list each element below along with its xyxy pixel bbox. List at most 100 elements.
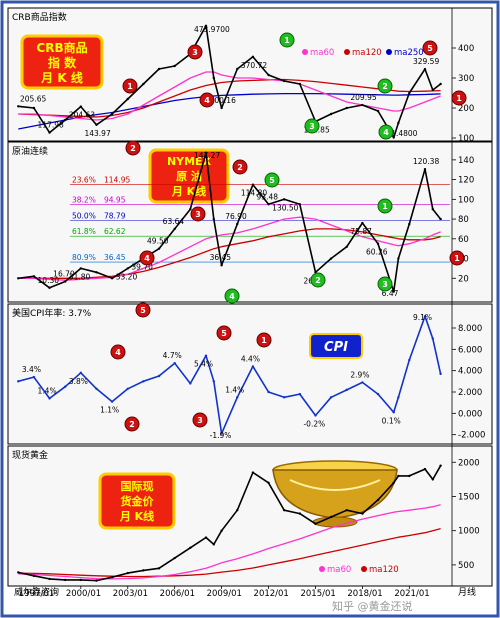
red-marker-label-10: 1 xyxy=(261,336,267,345)
data-point-0-25 xyxy=(392,136,395,139)
legend-label-ma250: ma250 xyxy=(394,48,424,58)
x-tick-label-8: 2021/01 xyxy=(394,589,429,599)
data-point-1-6 xyxy=(110,277,114,280)
green-marker-1 xyxy=(377,78,393,94)
red-marker-9 xyxy=(216,325,232,341)
data-point-1-29 xyxy=(431,208,434,211)
data-point-2-23 xyxy=(361,381,364,384)
y-tick-label-0-0: 100 xyxy=(458,134,474,144)
annotation-0-1: 204.63 xyxy=(69,111,95,120)
gold-badge-line3: 月 K线 xyxy=(119,509,154,523)
annotation-0-3: 143.97 xyxy=(84,129,110,138)
data-point-2-15 xyxy=(236,396,239,399)
fib-value-3: 62.62 xyxy=(104,227,126,236)
fib-value-2: 78.79 xyxy=(104,211,126,220)
x-tick-label-2: 2003/01 xyxy=(113,589,148,599)
annotation-2-10: 2.9% xyxy=(350,370,369,379)
green-marker-label-0: 1 xyxy=(284,36,290,45)
x-tick-label-5: 2012/01 xyxy=(254,589,289,599)
data-point-2-3 xyxy=(63,385,67,388)
legend-label-ma60: ma60 xyxy=(310,48,334,58)
green-marker-6 xyxy=(310,272,326,288)
red-marker-label-11: 2 xyxy=(129,420,135,429)
ma120-line-0 xyxy=(18,78,441,118)
annotation-2-12: 9.1% xyxy=(413,313,432,322)
red-marker-10 xyxy=(256,332,272,348)
y-tick-label-1-5: 120 xyxy=(458,176,474,186)
annotation-1-14: 16.70 xyxy=(53,270,75,279)
red-marker-2 xyxy=(187,44,203,60)
y-tick-label-3-3: 2000 xyxy=(458,458,480,468)
green-marker-label-2: 3 xyxy=(309,122,315,131)
data-point-0-18 xyxy=(282,79,286,83)
data-point-2-5 xyxy=(95,387,98,390)
data-point-1-30 xyxy=(439,217,442,221)
data-point-3-29 xyxy=(431,478,434,481)
annotation-1-13: 33.20 xyxy=(116,272,138,281)
data-point-1-21 xyxy=(329,257,333,260)
data-point-3-17 xyxy=(267,481,270,484)
fib-pct-0: 23.6% xyxy=(72,176,96,185)
annotation-2-3: 1.1% xyxy=(100,406,119,415)
annotation-1-1: 114.80 xyxy=(241,189,267,198)
data-point-1-17 xyxy=(267,203,270,206)
annotation-1-6: 76.90 xyxy=(225,212,247,221)
y-tick-label-1-0: 20 xyxy=(458,274,469,284)
legend-dot-ma60 xyxy=(319,566,325,572)
data-point-1-5 xyxy=(95,271,98,274)
data-point-3-10 xyxy=(173,556,176,560)
annotation-2-2: 1.4% xyxy=(38,386,57,395)
y-tick-label-0-1: 200 xyxy=(458,104,474,114)
data-point-0-4 xyxy=(79,105,83,108)
cpi-title: 美国CPI年率: 3.7% xyxy=(12,307,92,319)
data-point-2-12 xyxy=(204,354,208,357)
data-point-2-25 xyxy=(392,411,395,414)
annotation-1-4: 93.48 xyxy=(257,192,279,201)
data-point-2-9 xyxy=(157,374,161,378)
red-marker-label-6: 2 xyxy=(237,163,243,172)
data-point-3-21 xyxy=(329,515,333,519)
ma120-line-3 xyxy=(18,527,441,578)
data-point-1-28 xyxy=(423,168,427,171)
annotation-1-5: 75.87 xyxy=(350,227,372,236)
data-point-0-5 xyxy=(95,123,98,127)
chart-layer: 100 200 300 400 205.65 204.63 117.98 143.97 473.… xyxy=(17,24,485,599)
red-marker-label-8: 4 xyxy=(144,254,150,263)
ma60-line-1 xyxy=(18,216,441,281)
data-point-1-25 xyxy=(392,290,395,293)
data-point-3-1 xyxy=(32,574,36,578)
y-tick-label-2-3: 4.000 xyxy=(458,367,482,377)
annotation-1-16: 10.30 xyxy=(38,276,60,285)
data-point-0-0 xyxy=(17,105,20,108)
red-marker-label-13: 4 xyxy=(115,348,121,357)
x-tick-label-0: 1997/01 xyxy=(19,589,54,599)
red-marker-0 xyxy=(122,78,138,94)
data-point-2-6 xyxy=(110,400,114,403)
data-point-0-15 xyxy=(236,67,239,71)
data-point-3-18 xyxy=(282,508,286,512)
annotation-0-4: 473.9700 xyxy=(194,25,230,34)
data-point-3-27 xyxy=(408,474,411,478)
legend-dot-ma120 xyxy=(361,566,367,572)
data-point-2-10 xyxy=(173,362,176,365)
data-point-3-30 xyxy=(439,464,442,467)
crude-badge-line2: 原 油 xyxy=(176,169,202,183)
crude-badge-line1: NYMEX xyxy=(167,155,212,168)
crb-legend: ma60 ma120 ma250 xyxy=(302,48,424,58)
data-point-0-9 xyxy=(157,67,161,71)
data-point-2-21 xyxy=(329,396,333,399)
data-point-3-16 xyxy=(251,471,255,474)
green-marker-5 xyxy=(377,198,393,214)
annotation-1-12: 49.50 xyxy=(147,237,169,246)
panel-crude: 原油连续 xyxy=(7,141,493,303)
data-point-2-8 xyxy=(142,380,145,383)
y-tick-label-2-1: 0.000 xyxy=(458,409,482,419)
data-point-2-14 xyxy=(220,432,223,435)
annotation-1-2: 120.38 xyxy=(413,157,439,166)
crude-badge: NYMEX 原 油 月 K线 xyxy=(148,148,230,204)
red-marker-7 xyxy=(190,206,206,222)
data-point-2-22 xyxy=(345,388,348,392)
data-point-0-16 xyxy=(251,55,255,58)
watermark: 知乎 @黄金还说 xyxy=(332,599,413,613)
